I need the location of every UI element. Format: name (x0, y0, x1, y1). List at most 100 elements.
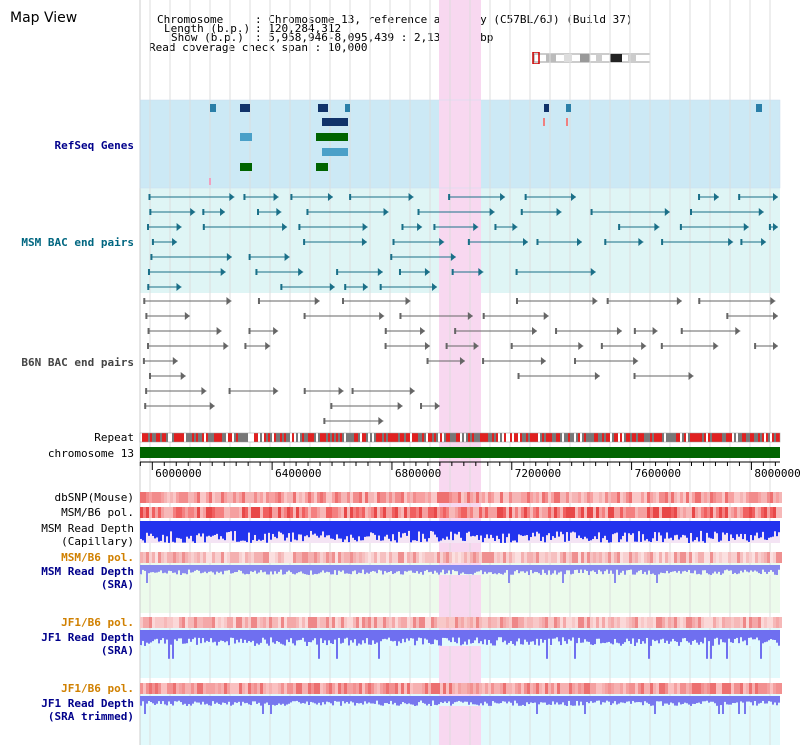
repeat-segment (776, 433, 778, 442)
repeat-segment (724, 433, 726, 442)
jf1-depth-trim (574, 696, 576, 706)
msm-depth-capillary (698, 521, 700, 542)
jf1-depth-trim (354, 696, 356, 706)
jf1-pol-strip (485, 617, 488, 628)
dbsnp-strip (242, 492, 245, 503)
refseq-gene (566, 118, 568, 126)
msm-pol2-strip (527, 552, 530, 563)
jf1-depth-sra (778, 630, 780, 646)
msm-depth-capillary (552, 521, 554, 537)
dbsnp-strip (284, 492, 287, 503)
repeat-segment (408, 433, 410, 442)
repeat-segment (340, 433, 342, 442)
msm-pol2-strip (281, 552, 284, 563)
jf1-pol-strip (245, 617, 248, 628)
msm-depth-capillary (612, 521, 614, 535)
msm-pol-strip (197, 507, 200, 518)
dbsnp-strip (758, 492, 761, 503)
msm-pol2-strip (449, 552, 452, 563)
jf1-pol2-strip (746, 683, 749, 694)
jf1-depth-trim (524, 696, 526, 706)
repeat-segment (684, 433, 686, 442)
jf1-depth-trim (518, 696, 520, 706)
dbsnp-strip (149, 492, 152, 503)
msm-pol2-strip (473, 552, 476, 563)
msm-depth-sra (554, 565, 556, 571)
msm-depth-capillary (708, 521, 710, 538)
jf1-depth-sra (490, 630, 492, 644)
msm-depth-capillary (274, 521, 276, 537)
msm-depth-sra (736, 565, 738, 575)
jf1-depth-sra (384, 630, 386, 639)
msm-pol-strip (317, 507, 320, 518)
repeat-segment (510, 433, 512, 442)
msm-depth-capillary (310, 521, 312, 531)
repeat-segment (514, 433, 516, 442)
jf1-depth-sra (572, 630, 574, 638)
msm-depth-sra (436, 565, 438, 573)
msm-bac-end (202, 224, 205, 230)
dbsnp-strip (671, 492, 674, 503)
jf1-depth-trim (296, 696, 298, 701)
msm-pol-strip (296, 507, 299, 518)
msm-depth-sra (396, 565, 398, 572)
msm-pol2-strip (332, 552, 335, 563)
jf1-pol-strip (479, 617, 482, 628)
msm-depth-capillary (564, 521, 566, 542)
msm-pol2-strip (212, 552, 215, 563)
msm-depth-sra (362, 565, 364, 570)
msm-depth-capillary (238, 521, 240, 542)
jf1-pol-strip (464, 617, 467, 628)
msm-depth-capillary (370, 521, 372, 533)
dbsnp-strip (158, 492, 161, 503)
jf1-depth-trim (484, 696, 486, 702)
msm-depth-capillary (450, 521, 452, 532)
msm-pol2-strip (176, 552, 179, 563)
b6n-bac-end (338, 387, 344, 395)
msm-pol2-strip (494, 552, 497, 563)
msm-depth-sra (760, 565, 762, 575)
jf1-depth-sra (672, 630, 674, 639)
jf1-depth-trim (716, 696, 718, 706)
jf1-pol-strip (716, 617, 719, 628)
jf1-pol2-strip (293, 683, 296, 694)
jf1-pol2-strip (476, 683, 479, 694)
msm-depth-capillary (498, 521, 500, 540)
jf1-pol-strip (746, 617, 749, 628)
msm-pol2-strip (455, 552, 458, 563)
msm-depth-sra (646, 565, 648, 575)
msm-pol2-strip (470, 552, 473, 563)
jf1-pol2-strip (587, 683, 590, 694)
jf1-pol-strip (302, 617, 305, 628)
jf1-pol-strip (467, 617, 470, 628)
jf1-depth-sra (474, 630, 476, 641)
msm-pol2-strip (734, 552, 737, 563)
jf1-depth-sra (774, 630, 776, 640)
jf1-depth-sra (684, 630, 686, 639)
repeat-segment (556, 433, 558, 442)
jf1-pol-strip (272, 617, 275, 628)
jf1-depth-sra (184, 630, 186, 644)
repeat-segment (478, 433, 480, 442)
dbsnp-strip (650, 492, 653, 503)
msm-pol2-strip (374, 552, 377, 563)
msm-pol2-strip (518, 552, 521, 563)
msm-depth-sra (148, 565, 150, 574)
jf1-pol-strip (353, 617, 356, 628)
jf1-pol2-strip (740, 683, 743, 694)
msm-depth-capillary (460, 521, 462, 538)
msm-pol2-strip (755, 552, 758, 563)
msm-depth-sra (532, 565, 534, 574)
jf1-pol-strip (599, 617, 602, 628)
msm-depth-sra (290, 565, 292, 573)
msm-pol2-strip (752, 552, 755, 563)
msm-pol2-strip (749, 552, 752, 563)
msm-pol-strip (494, 507, 497, 518)
dbsnp-strip (548, 492, 551, 503)
msm-pol-strip (695, 507, 698, 518)
jf1-depth-sra (484, 630, 486, 640)
jf1-depth-sra (142, 630, 144, 641)
msm-depth-capillary (398, 521, 400, 532)
msm-depth-sra (684, 565, 686, 571)
